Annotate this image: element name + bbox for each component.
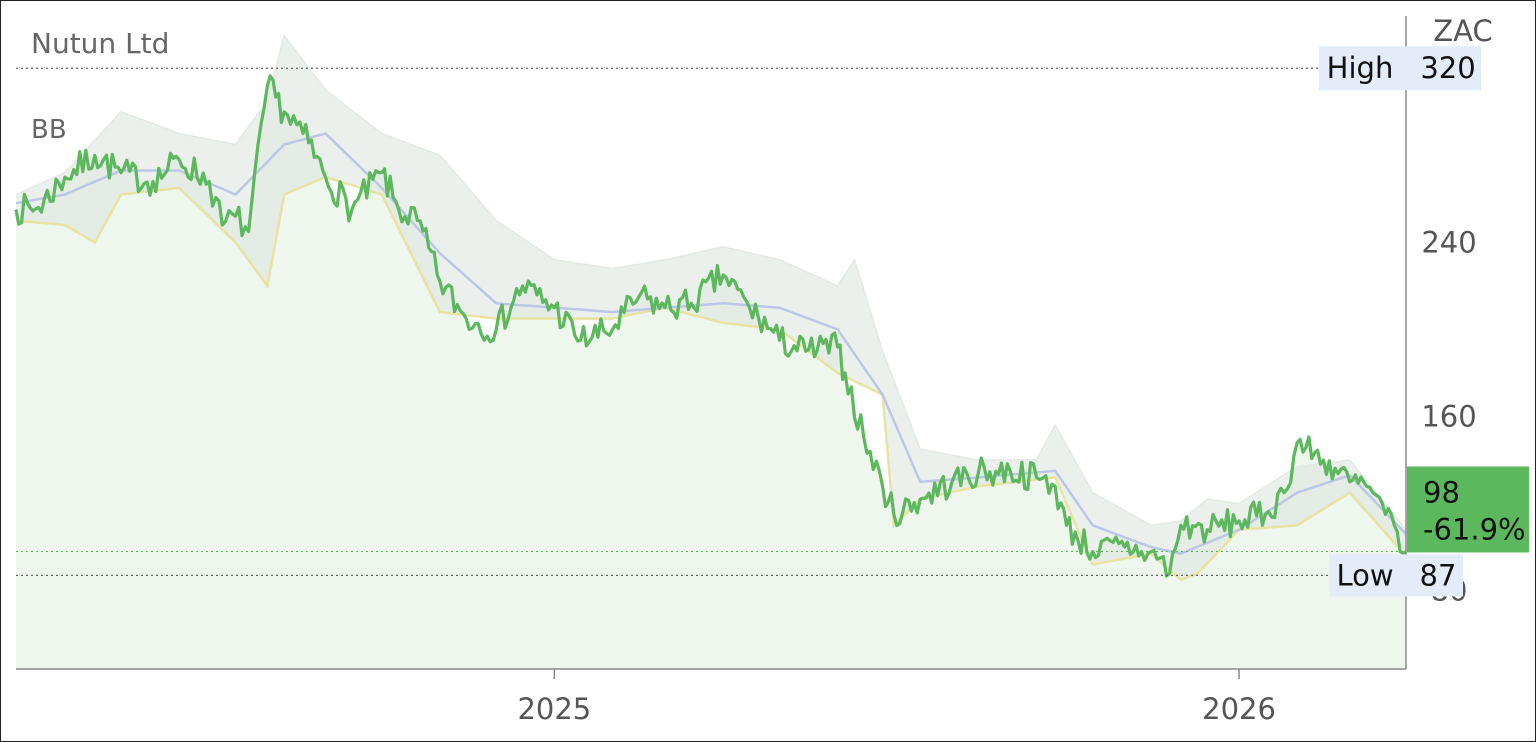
last-price-change: -61.9%: [1423, 512, 1526, 546]
chart-title: Nutun Ltd: [31, 27, 169, 60]
low-value: 87: [1420, 558, 1457, 592]
bb-upper-line: [15, 33, 1407, 531]
currency-label: ZAC: [1433, 14, 1492, 48]
x-tick-label: 2026: [1202, 692, 1276, 726]
price-line: [14, 74, 1407, 578]
y-tick-label: 160: [1421, 400, 1476, 434]
x-tick-label: 2025: [517, 692, 591, 726]
last-price-value: 98: [1423, 475, 1460, 509]
high-badge: [1319, 46, 1481, 91]
y-tick-label: 240: [1421, 225, 1476, 259]
reference-lines: [16, 67, 1406, 577]
chart-labels: Nutun Ltd BB High 320 Low 87 98-61.9%: [31, 27, 1529, 597]
high-value: 320: [1420, 51, 1475, 85]
last-price-badge: [1407, 466, 1529, 553]
series-lines: [14, 33, 1407, 582]
indicator-label: BB: [31, 115, 67, 145]
high-label: High: [1327, 51, 1394, 85]
low-label: Low: [1336, 558, 1393, 592]
price-area: [16, 75, 1406, 669]
low-badge: [1329, 554, 1463, 597]
axes: 2025202680160240ZAC: [16, 14, 1493, 726]
bb-lower-line: [15, 175, 1407, 582]
